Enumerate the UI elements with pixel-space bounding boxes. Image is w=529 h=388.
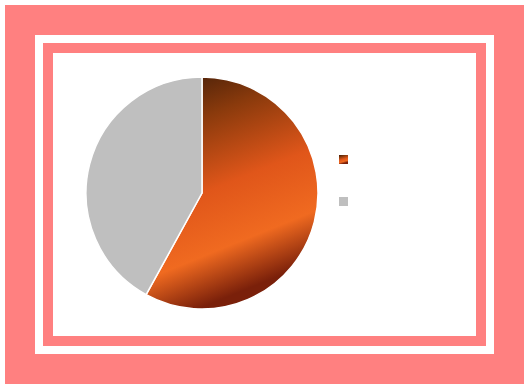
- pie-slice: [86, 77, 202, 295]
- frame-inner: [43, 43, 486, 346]
- chart-root: [0, 0, 529, 388]
- frame-outer: [5, 5, 524, 384]
- legend-swatch: [339, 197, 348, 206]
- legend-swatch: [339, 155, 348, 164]
- plot-background: [53, 53, 476, 336]
- frame-gap: [35, 35, 494, 354]
- legend: [339, 155, 348, 206]
- pie: [86, 77, 318, 309]
